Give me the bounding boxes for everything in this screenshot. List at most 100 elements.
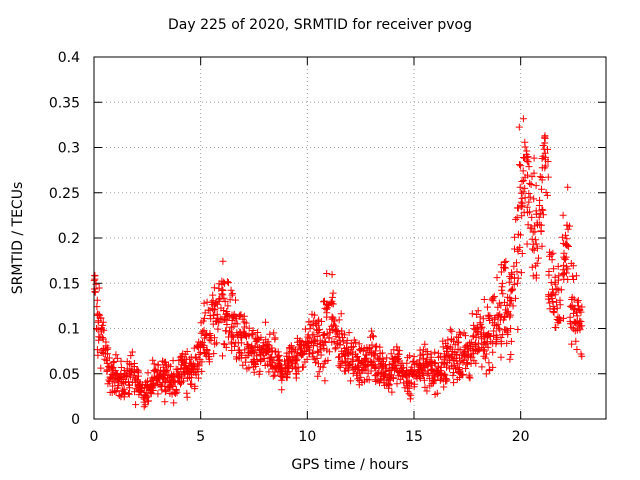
data-point [456, 374, 464, 381]
data-point [200, 326, 208, 334]
data-point [350, 343, 358, 351]
data-point [533, 219, 541, 227]
data-point [544, 145, 551, 153]
data-point [183, 348, 191, 355]
data-point [518, 194, 526, 202]
data-point [409, 358, 417, 366]
data-point [507, 351, 515, 358]
data-point [362, 351, 370, 359]
data-point [233, 320, 241, 328]
data-point [371, 352, 379, 360]
data-point [489, 297, 497, 305]
data-point [220, 294, 228, 302]
data-point [480, 296, 488, 303]
data-point [252, 362, 260, 370]
data-point [180, 369, 188, 377]
data-point [199, 317, 207, 325]
data-point [194, 374, 202, 382]
data-point [478, 363, 486, 371]
data-point [450, 337, 457, 345]
data-point [427, 350, 435, 358]
data-point [507, 296, 515, 304]
data-point [505, 278, 513, 286]
data-point [511, 274, 518, 282]
data-point [245, 324, 253, 332]
data-point [468, 310, 476, 318]
data-point [473, 328, 481, 335]
data-point [405, 384, 413, 392]
data-point [465, 371, 473, 379]
data-point [102, 350, 110, 358]
data-point [373, 342, 381, 350]
data-point [363, 354, 370, 362]
data-point [563, 221, 571, 229]
data-point [259, 342, 267, 350]
data-point [446, 326, 454, 334]
data-point [544, 158, 552, 165]
data-point [149, 356, 157, 364]
data-point [482, 370, 490, 378]
data-point [303, 355, 311, 363]
data-point [203, 331, 211, 338]
data-point [249, 327, 257, 334]
data-point [241, 346, 249, 354]
data-point [559, 271, 567, 279]
data-point [455, 364, 463, 372]
data-point [538, 206, 546, 213]
data-point [220, 340, 228, 348]
data-point [485, 313, 493, 321]
data-point [516, 243, 524, 251]
data-point [210, 311, 218, 319]
data-point [183, 393, 191, 401]
data-point [514, 204, 522, 212]
data-point [423, 370, 431, 378]
data-point [378, 349, 386, 357]
data-point [570, 309, 577, 317]
data-point [314, 372, 322, 380]
data-point [227, 286, 235, 294]
data-point [118, 380, 126, 388]
data-point [220, 307, 228, 314]
data-point [247, 347, 255, 355]
data-point [144, 377, 151, 385]
data-point [564, 276, 572, 283]
data-point [213, 300, 221, 308]
x-tick-label: 10 [298, 429, 316, 445]
data-point [485, 330, 493, 338]
data-point [528, 263, 536, 271]
data-point [127, 352, 135, 360]
data-point [516, 161, 523, 169]
data-point [518, 178, 526, 185]
data-point [313, 347, 321, 355]
data-point [133, 376, 141, 384]
data-point [171, 390, 179, 397]
data-point [525, 190, 533, 197]
data-point [315, 368, 323, 376]
data-point [161, 398, 169, 406]
data-point [474, 347, 482, 355]
data-point [284, 364, 292, 372]
data-point [148, 381, 156, 389]
data-point [424, 351, 431, 359]
data-point [210, 350, 218, 358]
data-point [477, 324, 485, 332]
data-point [209, 297, 217, 305]
data-point [541, 164, 549, 172]
data-point [526, 179, 534, 187]
data-point [528, 235, 536, 243]
data-point [357, 360, 365, 367]
data-point [542, 189, 550, 196]
data-point [532, 262, 540, 270]
data-point [316, 337, 324, 345]
data-point [97, 314, 105, 322]
data-point [578, 322, 586, 330]
data-point [448, 327, 456, 335]
data-point [532, 236, 540, 244]
data-point [578, 352, 586, 360]
data-point [93, 311, 101, 319]
data-point [435, 353, 442, 361]
data-point [219, 352, 226, 360]
data-point [335, 316, 343, 324]
data-point [576, 306, 584, 314]
data-point [537, 227, 545, 235]
